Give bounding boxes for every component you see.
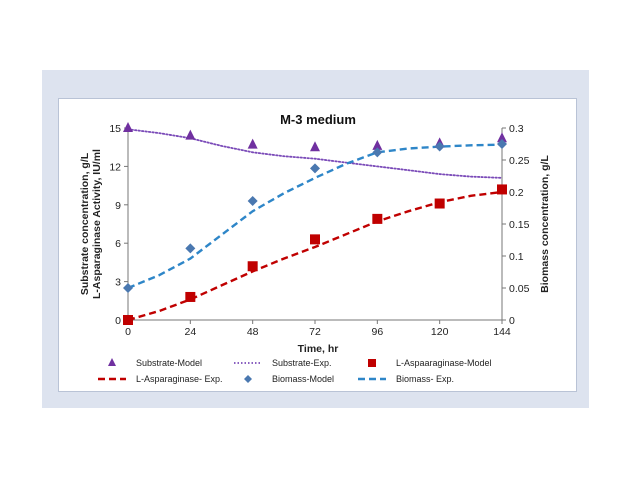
y-right-tick-label: 0.2 bbox=[509, 187, 524, 199]
y-left-tick-label: 6 bbox=[115, 238, 121, 250]
data-point-biomass-model bbox=[247, 195, 258, 206]
y-left-axis-title-line1: Substrate concentration, g/L bbox=[79, 152, 91, 295]
x-axis-title: Time, hr bbox=[298, 343, 339, 355]
data-point-biomass-model bbox=[434, 141, 445, 152]
data-point-biomass-model bbox=[310, 163, 320, 174]
y-right-tick-label: 0.1 bbox=[509, 251, 524, 263]
data-point-l-aspaaraginase-model bbox=[123, 315, 133, 325]
y-right-tick-label: 0.25 bbox=[509, 155, 530, 167]
y-left-tick-label: 0 bbox=[115, 315, 121, 327]
x-tick-label: 96 bbox=[371, 326, 383, 338]
y-right-tick-label: 0.05 bbox=[509, 283, 530, 295]
x-tick-label: 120 bbox=[431, 326, 449, 338]
data-point-l-aspaaraginase-model bbox=[185, 291, 196, 302]
data-point-l-aspaaraginase-model bbox=[247, 261, 258, 272]
data-point-substrate-model bbox=[123, 122, 133, 132]
legend: Substrate-Model Substrate-Exp. L-Aspaaragi… bbox=[98, 358, 492, 384]
x-tick-label: 48 bbox=[247, 326, 259, 338]
data-point-l-aspaaraginase-model bbox=[497, 184, 507, 195]
x-tick-label: 72 bbox=[309, 326, 321, 338]
legend-label-l-asparaginase-exp: L-Asparaginase- Exp. bbox=[136, 374, 223, 384]
data-point-substrate-model bbox=[247, 138, 258, 149]
legend-swatch-biomass-model bbox=[244, 375, 252, 383]
y-left-axis-title-line2: L-Asparaginase Activity, IU/ml bbox=[91, 149, 103, 299]
y-right-tick-label: 0.15 bbox=[509, 219, 530, 231]
data-point-biomass-model bbox=[185, 243, 196, 254]
data-point-l-aspaaraginase-model bbox=[372, 213, 383, 224]
data-point-substrate-model bbox=[185, 129, 196, 140]
data-point-l-aspaaraginase-model bbox=[434, 198, 445, 209]
legend-label-substrate-exp: Substrate-Exp. bbox=[272, 358, 332, 368]
data-point-biomass-model bbox=[497, 139, 507, 149]
y-left-tick-label: 15 bbox=[109, 123, 121, 135]
y-left-tick-label: 3 bbox=[115, 277, 121, 289]
data-point-substrate-model bbox=[372, 139, 383, 150]
data-point-substrate-model bbox=[497, 132, 507, 143]
data-point-substrate-model bbox=[310, 141, 320, 152]
series-markers bbox=[123, 122, 507, 325]
data-point-biomass-model bbox=[372, 147, 383, 158]
y-right-tick-label: 0 bbox=[509, 315, 515, 327]
chart-title: M-3 medium bbox=[280, 112, 356, 127]
y-left-tick-label: 12 bbox=[109, 161, 121, 173]
series-line-biomass-exp bbox=[127, 143, 503, 290]
data-point-l-aspaaraginase-model bbox=[310, 234, 320, 245]
legend-label-l-aspaaraginase-model: L-Aspaaraginase-Model bbox=[396, 358, 492, 368]
legend-label-substrate-model: Substrate-Model bbox=[136, 358, 202, 368]
legend-swatch-substrate-model bbox=[108, 358, 116, 366]
y-right-axis-title: Biomass concentration, g/L bbox=[539, 155, 551, 293]
y-left-tick-label: 9 bbox=[115, 200, 121, 212]
series-line-l-asparaginase-exp bbox=[127, 190, 503, 322]
series-lines bbox=[127, 128, 503, 322]
x-tick-label: 24 bbox=[184, 326, 196, 338]
legend-label-biomass-model: Biomass-Model bbox=[272, 374, 334, 384]
x-tick-label: 144 bbox=[493, 326, 511, 338]
y-right-tick-label: 0.3 bbox=[509, 123, 524, 135]
data-point-biomass-model bbox=[123, 283, 133, 293]
legend-swatch-l-aspaaraginase-model bbox=[368, 359, 376, 367]
legend-label-biomass-exp: Biomass- Exp. bbox=[396, 374, 454, 384]
x-tick-label: 0 bbox=[125, 326, 131, 338]
